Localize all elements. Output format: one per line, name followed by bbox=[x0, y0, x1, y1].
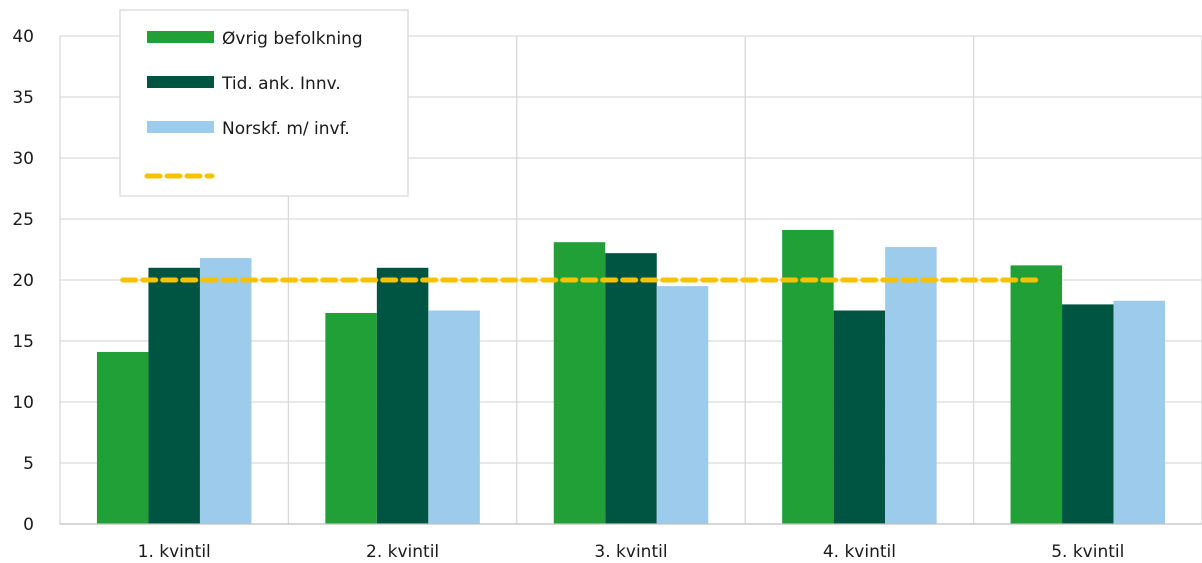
y-tick-label: 0 bbox=[23, 515, 34, 535]
bar-series-2-3 bbox=[605, 253, 657, 524]
x-tick-label: 5. kvintil bbox=[1051, 542, 1124, 562]
axes: 0 5 10 15 20 25 30 35 40 1. kvintil 2. kvintil 3. k… bbox=[12, 27, 1202, 562]
y-tick-label: 40 bbox=[12, 27, 34, 47]
legend-label-1: Øvrig befolkning bbox=[222, 29, 363, 49]
y-tick-label: 35 bbox=[12, 88, 34, 108]
legend-item-1: Øvrig befolkning bbox=[147, 29, 363, 49]
legend-swatch-2 bbox=[147, 76, 214, 88]
y-tick-label: 15 bbox=[12, 332, 34, 352]
x-tick-label: 4. kvintil bbox=[823, 542, 896, 562]
bar-series-2-1 bbox=[148, 267, 200, 524]
legend-label-2: Tid. ank. Innv. bbox=[221, 74, 341, 94]
bar-series-1-1 bbox=[96, 351, 149, 524]
legend-item-2: Tid. ank. Innv. bbox=[147, 74, 341, 94]
legend-swatch-1 bbox=[147, 31, 214, 43]
y-tick-label: 25 bbox=[12, 210, 34, 230]
x-tick-label: 3. kvintil bbox=[594, 542, 667, 562]
legend-item-3: Norskf. m/ invf. bbox=[147, 119, 350, 139]
bar-series-2-2 bbox=[376, 267, 429, 524]
bar-series-1-3 bbox=[553, 242, 606, 524]
y-tick-label: 10 bbox=[12, 393, 34, 413]
x-tick-label: 1. kvintil bbox=[138, 542, 211, 562]
bars bbox=[96, 229, 1166, 525]
bar-series-3-5 bbox=[1113, 300, 1166, 524]
y-tick-label: 30 bbox=[12, 149, 34, 169]
legend: Øvrig befolkning Tid. ank. Innv. Norskf.… bbox=[119, 9, 409, 197]
legend-swatch-3 bbox=[147, 121, 214, 133]
x-tick-label: 2. kvintil bbox=[366, 542, 439, 562]
bar-series-2-4 bbox=[833, 310, 886, 524]
legend-label-3: Norskf. m/ invf. bbox=[222, 119, 350, 139]
bar-series-3-1 bbox=[199, 258, 252, 524]
bar-series-1-4 bbox=[782, 229, 834, 525]
bar-series-1-2 bbox=[325, 312, 377, 524]
bar-series-3-2 bbox=[428, 310, 480, 524]
bar-series-3-4 bbox=[885, 247, 937, 524]
y-tick-label: 5 bbox=[23, 454, 34, 474]
bar-series-3-3 bbox=[656, 286, 709, 524]
bar-series-2-5 bbox=[1062, 304, 1114, 524]
y-tick-label: 20 bbox=[12, 271, 34, 291]
bar-series-1-5 bbox=[1010, 265, 1063, 524]
